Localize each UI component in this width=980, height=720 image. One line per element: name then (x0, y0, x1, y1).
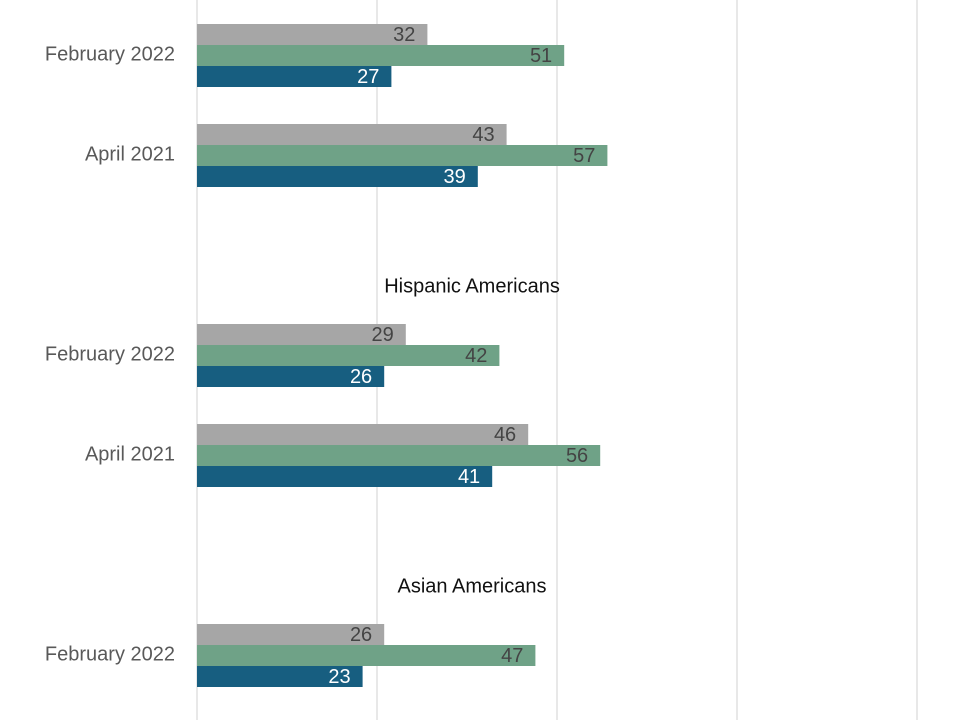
value-label: 51 (530, 45, 552, 67)
value-label: 56 (566, 445, 588, 467)
bar (197, 624, 385, 645)
value-label: 23 (328, 666, 350, 688)
value-label: 46 (494, 424, 516, 446)
bar (197, 324, 406, 345)
value-label: 32 (393, 24, 415, 46)
category-label: April 2021 (85, 443, 175, 465)
category-label: April 2021 (85, 143, 175, 165)
value-label: 29 (372, 324, 394, 346)
value-label: 57 (573, 145, 595, 167)
value-label: 26 (350, 624, 372, 646)
group-title: Asian Americans (398, 575, 547, 597)
bar (197, 66, 392, 87)
value-label: 26 (350, 366, 372, 388)
value-label: 43 (472, 124, 494, 146)
bar (197, 366, 385, 387)
value-label: 27 (357, 66, 379, 88)
value-label: 41 (458, 466, 480, 488)
bar (197, 145, 608, 166)
value-label: 47 (501, 645, 523, 667)
bar (197, 666, 363, 687)
value-label: 42 (465, 345, 487, 367)
bar (197, 45, 565, 66)
group-title: Hispanic Americans (384, 275, 560, 297)
bar (197, 24, 428, 45)
bar (197, 345, 500, 366)
bar (197, 445, 601, 466)
bar (197, 645, 536, 666)
bar (197, 466, 493, 487)
bar (197, 124, 507, 145)
category-label: February 2022 (45, 343, 175, 365)
value-label: 39 (444, 166, 466, 188)
bar (197, 166, 478, 187)
category-label: February 2022 (45, 43, 175, 65)
category-label: February 2022 (45, 643, 175, 665)
bar (197, 424, 529, 445)
